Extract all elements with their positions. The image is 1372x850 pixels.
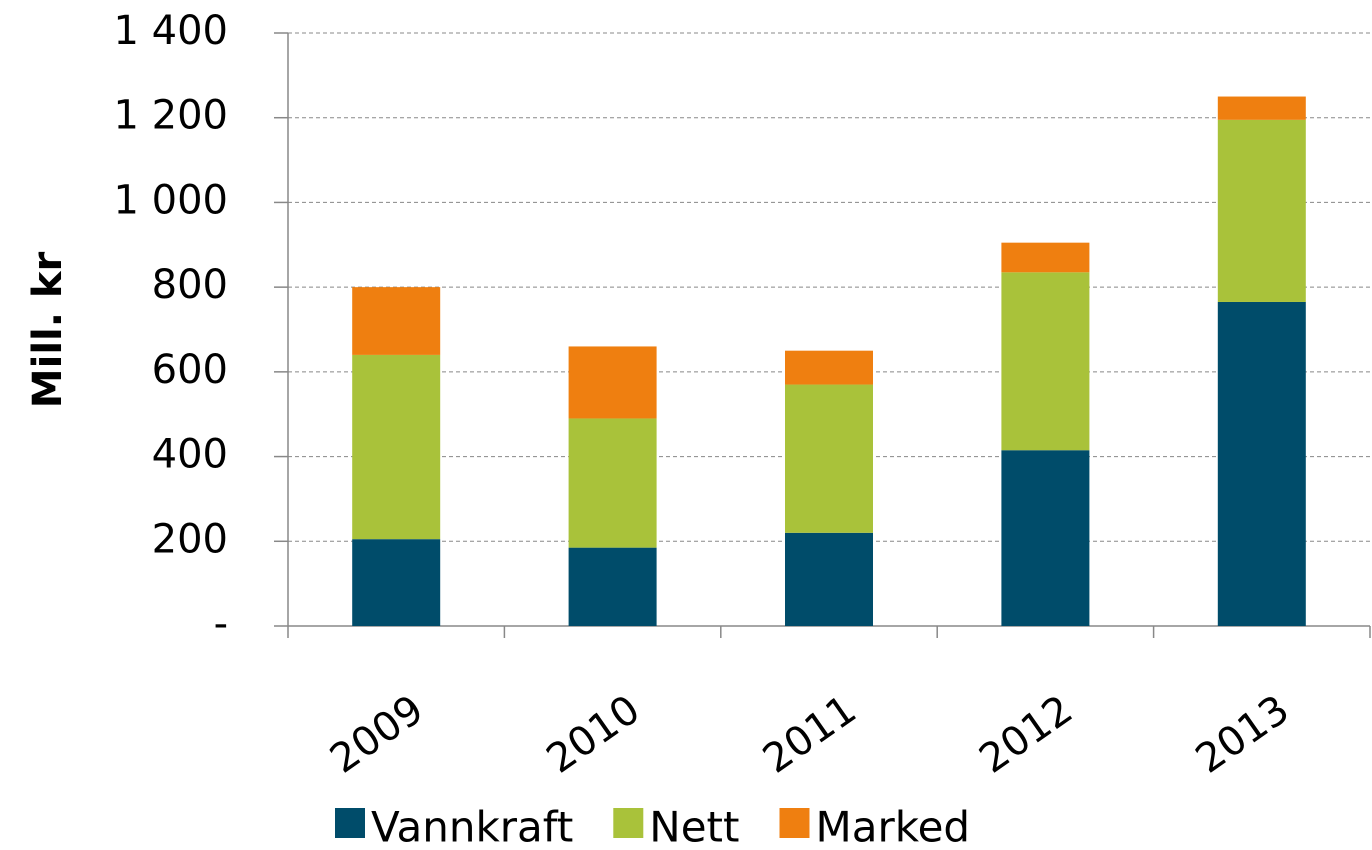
y-tick-label: 1 400 bbox=[113, 8, 228, 54]
legend-swatch bbox=[335, 808, 365, 838]
y-tick-label: 1 200 bbox=[113, 93, 228, 139]
y-tick-label: 1 000 bbox=[113, 177, 228, 223]
legend-label: Marked bbox=[816, 803, 971, 850]
bar-segment bbox=[568, 547, 657, 626]
y-axis-title: Mill. kr bbox=[25, 252, 71, 409]
bar-segment bbox=[568, 346, 657, 419]
bar-segment bbox=[352, 539, 441, 626]
y-tick-label: 200 bbox=[152, 516, 228, 562]
bar-segment bbox=[352, 354, 441, 540]
x-tick-label: 2010 bbox=[539, 687, 649, 783]
legend-label: Nett bbox=[649, 803, 739, 850]
bar-segment bbox=[1217, 119, 1306, 302]
y-tick-label: 400 bbox=[152, 432, 228, 478]
bar-segment bbox=[1001, 242, 1090, 273]
y-tick-label: 800 bbox=[152, 262, 228, 308]
bar-segment bbox=[1217, 301, 1306, 626]
legend-swatch bbox=[613, 808, 644, 838]
x-tick-label: 2012 bbox=[971, 687, 1081, 783]
bar-segment bbox=[1217, 96, 1306, 120]
x-tick-label: 2011 bbox=[755, 687, 865, 783]
bar-segment bbox=[1001, 450, 1090, 626]
legend-swatch bbox=[779, 808, 810, 838]
bar-segment bbox=[568, 418, 657, 548]
x-tick-label: 2013 bbox=[1188, 687, 1298, 783]
bar-segment bbox=[1001, 272, 1090, 451]
y-tick-label: - bbox=[214, 601, 228, 647]
bar-segment bbox=[785, 350, 873, 385]
x-tick-label: 2009 bbox=[322, 687, 432, 783]
legend-label: Vannkraft bbox=[371, 803, 573, 850]
bar-segment bbox=[785, 384, 873, 533]
y-tick-label: 600 bbox=[152, 347, 228, 393]
bar-segment bbox=[352, 287, 441, 355]
bar-segment bbox=[785, 532, 873, 626]
